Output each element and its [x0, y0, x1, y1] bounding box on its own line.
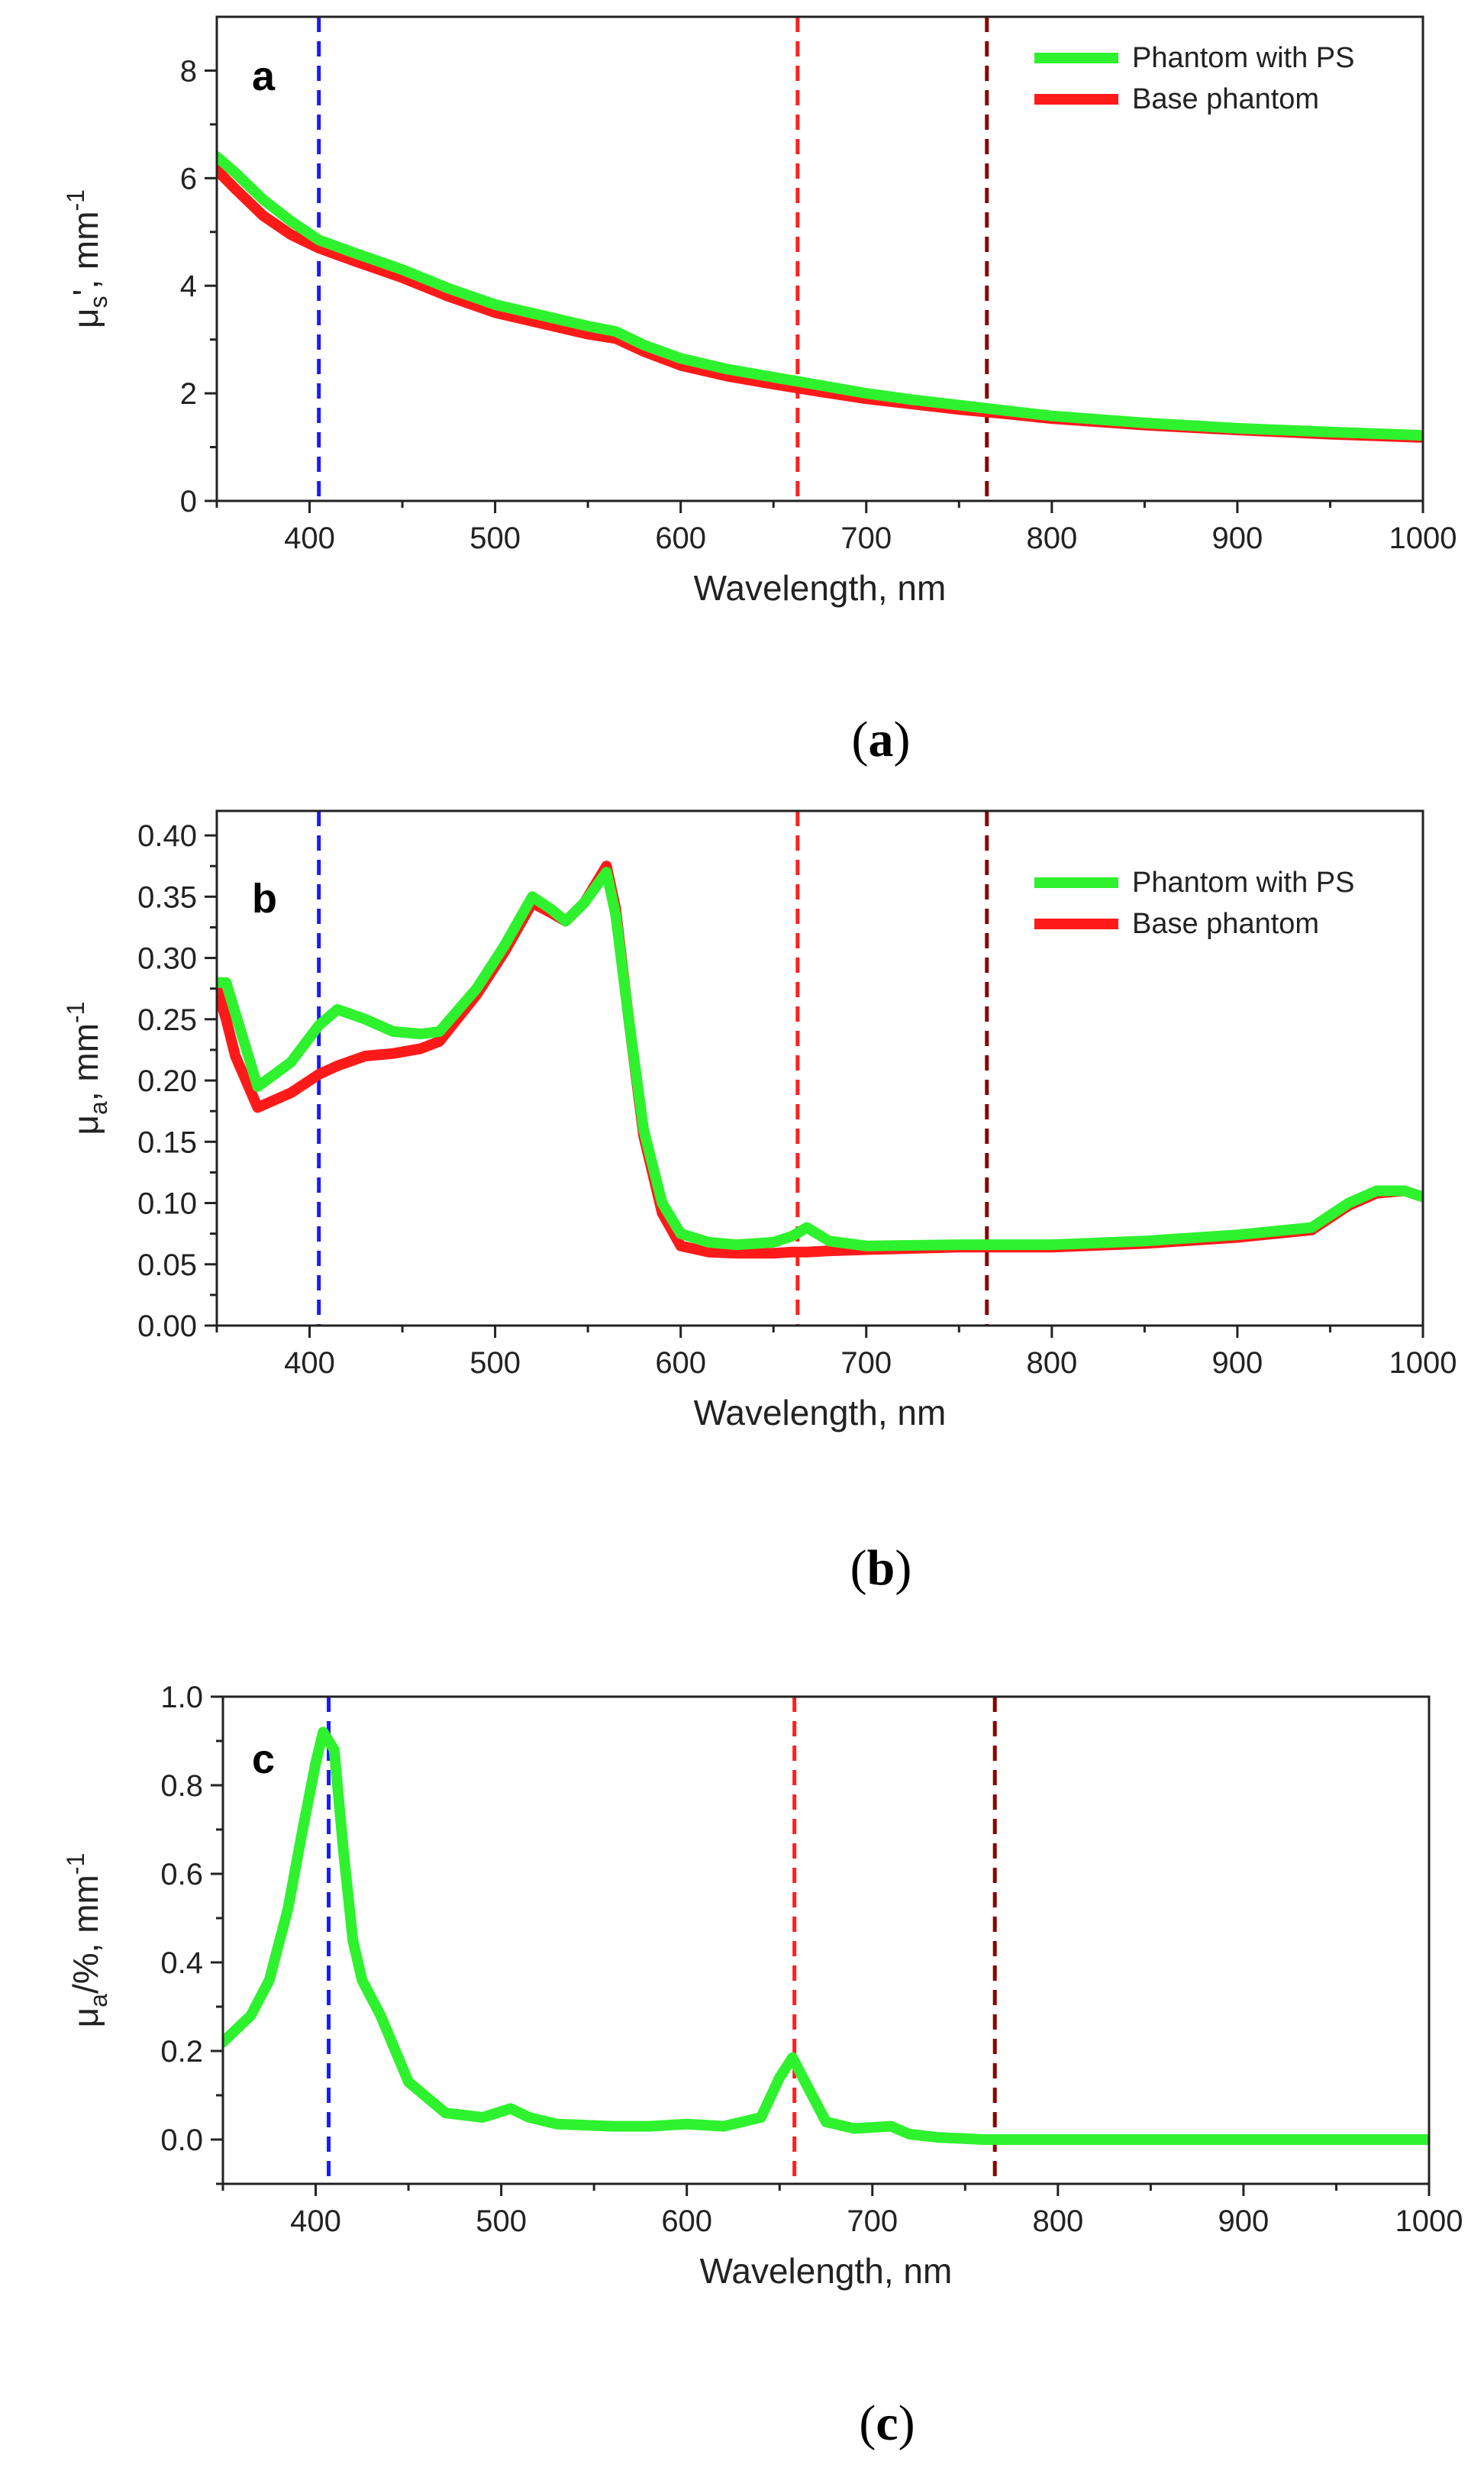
x-tick-label: 600	[655, 522, 706, 555]
y-tick-label: 6	[180, 162, 197, 195]
x-tick-label: 800	[1032, 2204, 1083, 2238]
y-tick-label: 0.4	[160, 1946, 203, 1980]
x-tick-label: 900	[1212, 522, 1263, 555]
x-axis-title: Wavelength, nm	[700, 2251, 953, 2291]
y-tick-label: 0.05	[137, 1248, 197, 1282]
x-axis-title: Wavelength, nm	[694, 1393, 947, 1432]
x-tick-label: 500	[469, 1346, 521, 1380]
x-tick-label: 400	[284, 1346, 335, 1380]
panel-caption: (b)	[850, 1540, 912, 1596]
panel-letter: b	[252, 876, 277, 922]
panel-caption: (c)	[859, 2395, 915, 2451]
x-tick-label: 500	[476, 2204, 527, 2238]
x-axis-title: Wavelength, nm	[694, 568, 947, 608]
panel-letter: c	[252, 1736, 275, 1782]
legend-label: Base phantom	[1132, 908, 1319, 940]
y-tick-label: 0.40	[137, 819, 197, 853]
panel-caption: (a)	[852, 712, 911, 767]
y-tick-label: 8	[180, 54, 197, 88]
y-tick-label: 0.0	[160, 2124, 203, 2157]
y-tick-label: 0.35	[137, 880, 197, 914]
y-tick-label: 0	[180, 485, 197, 518]
x-tick-label: 700	[847, 2204, 898, 2238]
x-tick-label: 400	[290, 2204, 341, 2238]
x-tick-label: 1000	[1389, 522, 1457, 555]
panel-letter: a	[252, 53, 276, 99]
y-tick-label: 4	[180, 270, 197, 303]
x-tick-label: 900	[1218, 2204, 1269, 2238]
x-tick-label: 1000	[1395, 2204, 1463, 2238]
x-tick-label: 400	[284, 522, 335, 555]
y-tick-label: 0.20	[137, 1064, 197, 1098]
y-tick-label: 2	[180, 377, 197, 411]
series-line-ps	[223, 1726, 1429, 2145]
legend-label: Phantom with PS	[1132, 867, 1354, 899]
series-line-phantom-with-ps	[217, 867, 1423, 1252]
chart-panel-b: 400 500 600 700 800 900 1000 0.00 0.05 0.10 0.15 0.…	[62, 809, 1457, 1596]
y-axis-title: μs', mm-1	[62, 189, 112, 328]
chart-panel-c: 400 500 600 700 800 900 1000 0.0 0.2 0.4 0.6 0.8 1.0…	[62, 1681, 1463, 2451]
y-tick-label: 0.2	[160, 2035, 203, 2069]
y-tick-label: 0.30	[137, 942, 197, 976]
y-axis-title: μa, mm-1	[62, 1002, 112, 1135]
x-tick-label: 1000	[1389, 1346, 1457, 1380]
x-tick-label: 600	[655, 1346, 706, 1380]
plot-frame	[215, 809, 1424, 1327]
x-tick-label: 700	[840, 1346, 892, 1380]
y-tick-label: 0.6	[160, 1858, 203, 1891]
x-tick-label: 700	[840, 522, 892, 555]
y-tick-label: 0.25	[137, 1003, 197, 1037]
x-tick-label: 600	[661, 2204, 712, 2238]
x-tick-label: 900	[1212, 1346, 1263, 1380]
y-tick-label: 0.15	[137, 1126, 197, 1159]
y-tick-label: 0.8	[160, 1769, 203, 1803]
series-line-base-phantom	[217, 164, 1423, 443]
x-tick-label: 800	[1026, 1346, 1077, 1380]
y-axis-title: μa/%, mm-1	[62, 1853, 112, 2028]
y-tick-label: 0.10	[137, 1187, 197, 1221]
series-line-phantom-with-ps	[217, 151, 1423, 441]
y-tick-label: 0.00	[137, 1310, 197, 1343]
chart-panel-a: 400 500 600 700 800 900 1000 0 2 4 6 8 Wavelength, n…	[62, 15, 1457, 767]
y-tick-label: 1.0	[160, 1681, 203, 1714]
x-tick-label: 500	[469, 522, 521, 555]
plot-frame	[221, 1695, 1431, 2185]
legend-label: Phantom with PS	[1132, 42, 1354, 74]
legend-label: Base phantom	[1132, 83, 1319, 115]
x-tick-label: 800	[1026, 522, 1077, 555]
plot-frame	[215, 15, 1424, 502]
